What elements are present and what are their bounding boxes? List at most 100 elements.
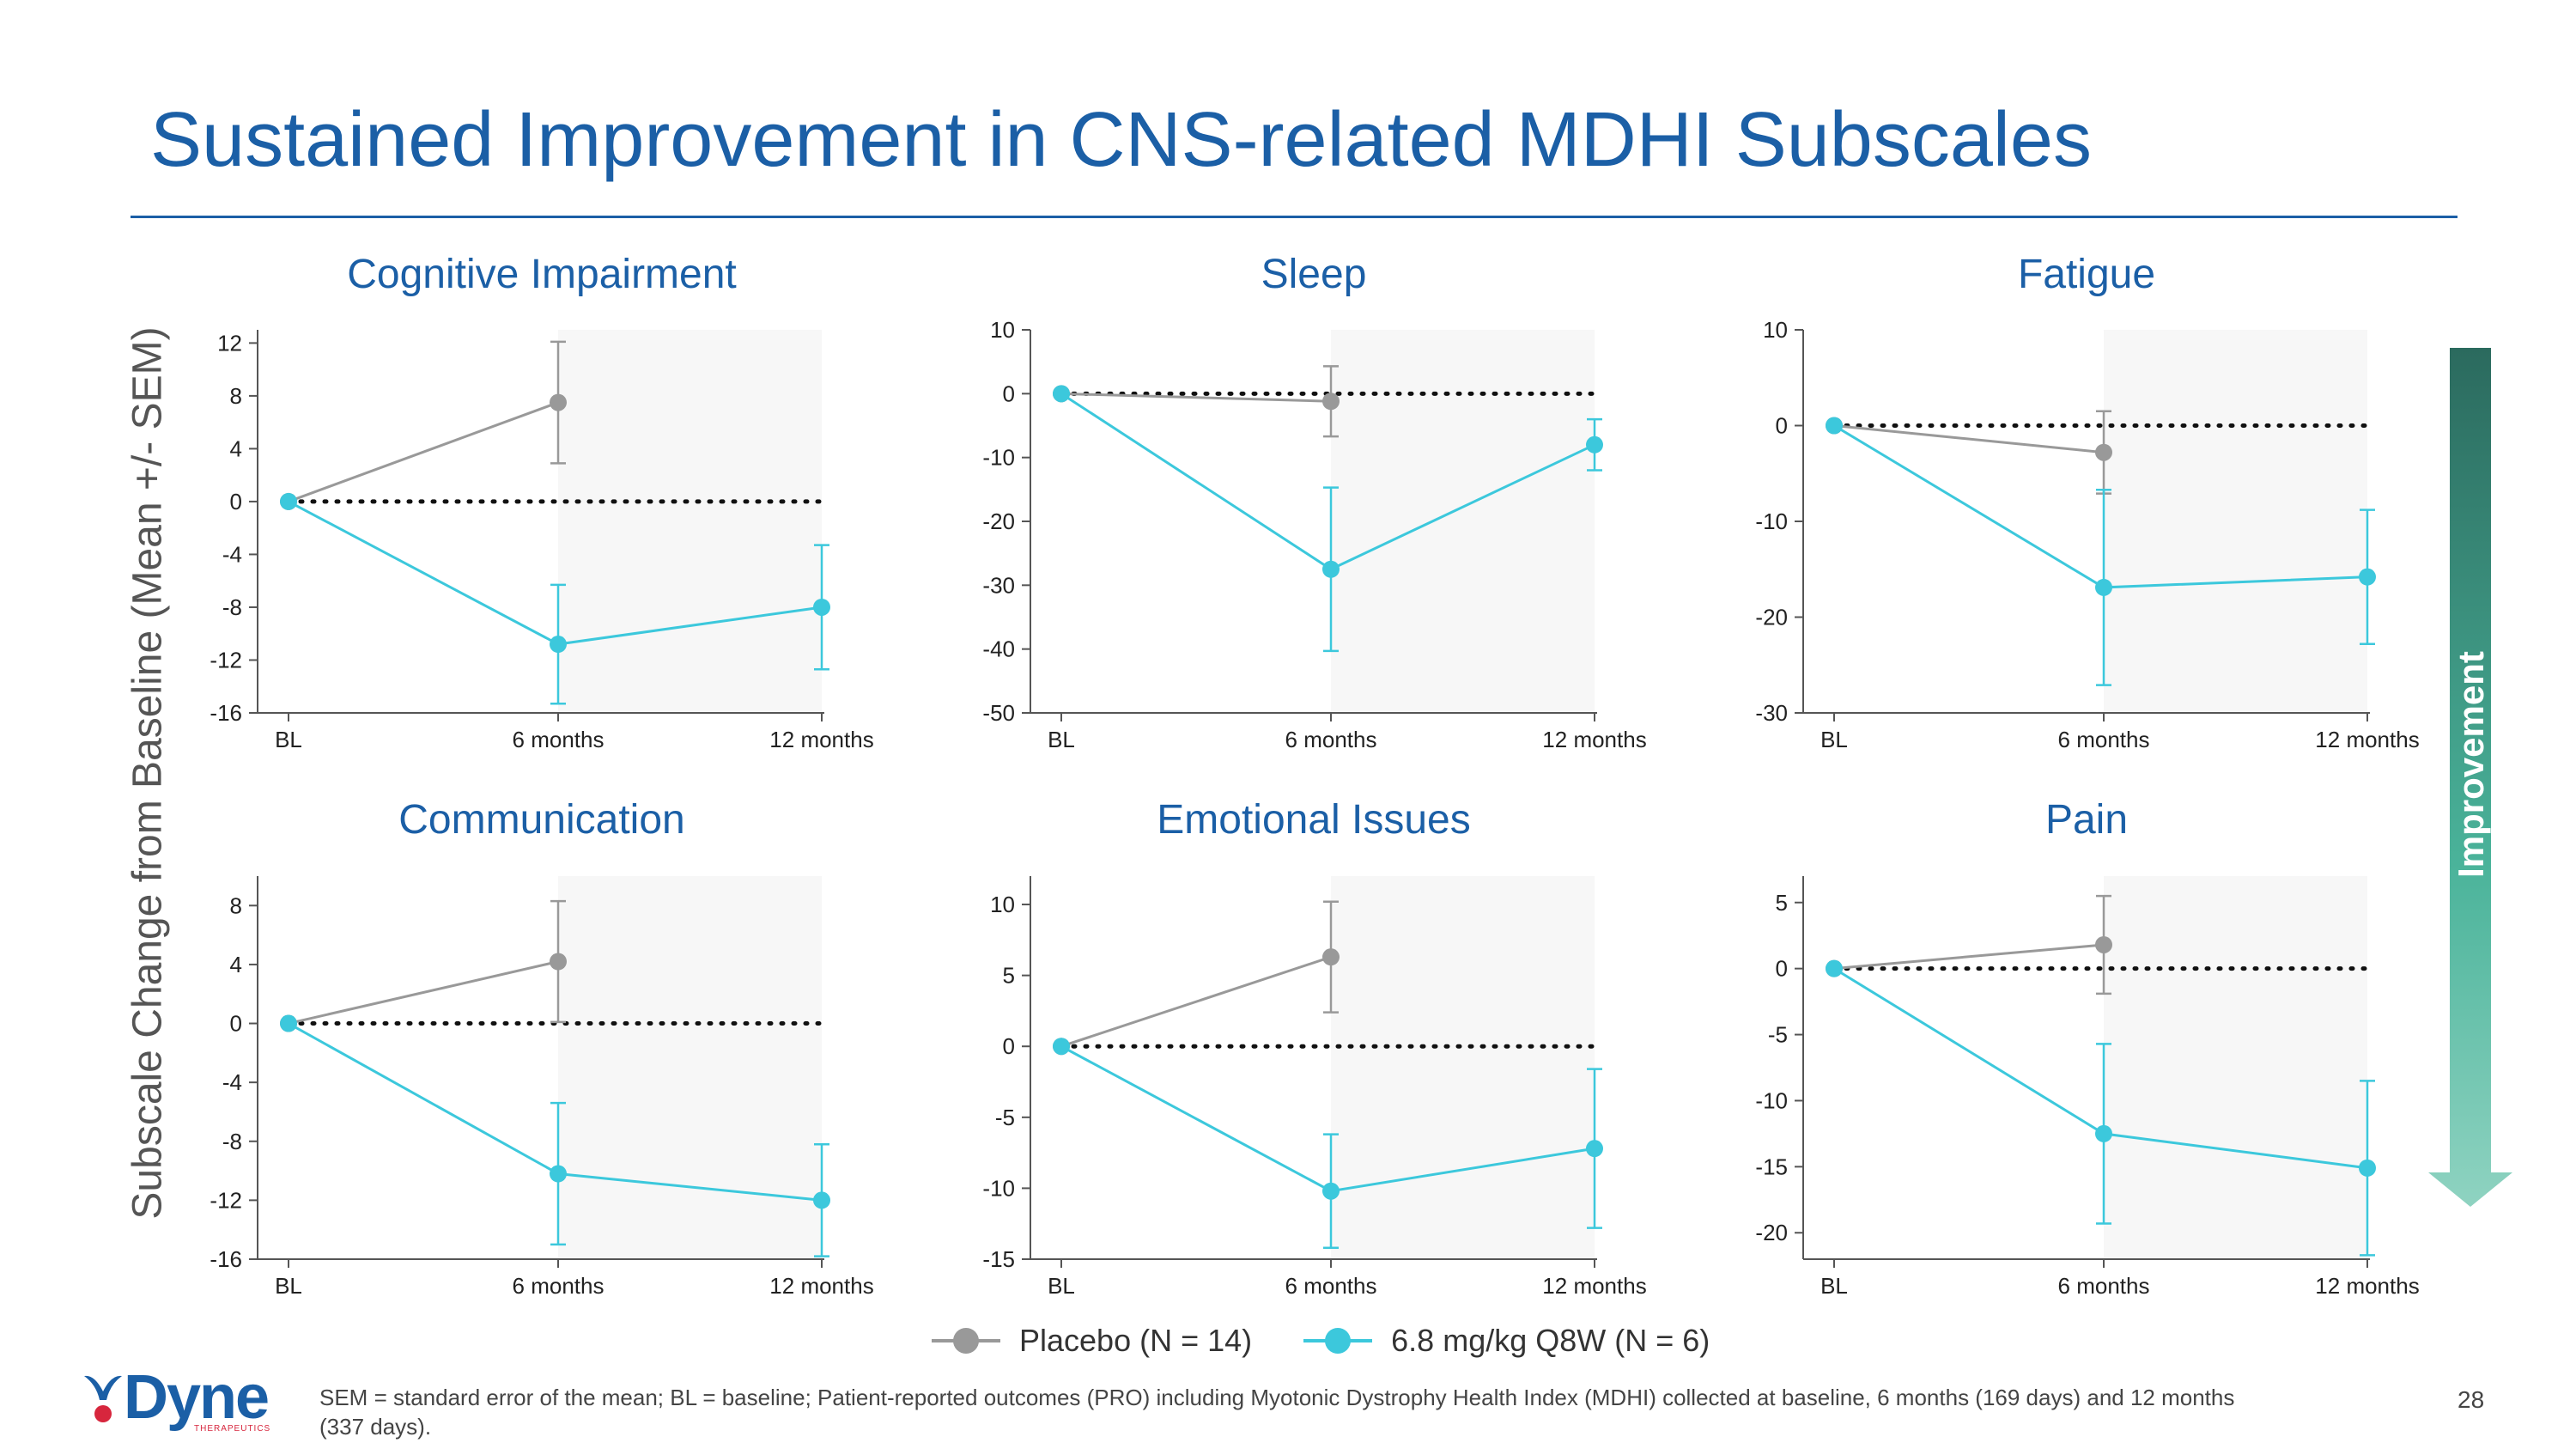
shaded-region [2104,876,2367,1259]
y-tick-label: -4 [222,541,242,567]
chart-2: -30 -20 -10 0 10 BL 6 months 12 months [1755,317,2419,752]
x-tick-label: 6 months [1285,727,1377,752]
data-point-treatment [813,598,830,616]
y-tick-label: -8 [222,1129,242,1154]
panel-title-fatigue: Fatigue [2017,252,2156,297]
page-number: 28 [2458,1386,2485,1413]
y-tick-label: 10 [1763,317,1788,343]
data-point-placebo [1322,393,1340,411]
data-point-treatment [2095,1124,2112,1142]
data-point-placebo [550,953,567,971]
data-point-treatment [813,1191,830,1209]
improvement-label: Improvement [2451,651,2491,878]
x-tick-label: 12 months [1542,1273,1646,1299]
chart-3: -16 -12 -8 -4 0 4 8 BL 6 months 12 months [210,876,874,1299]
y-tick-label: 8 [230,383,242,409]
y-tick-label: 5 [1003,963,1015,989]
data-point-placebo [550,393,567,411]
x-tick-label: BL [1820,727,1848,752]
y-tick-label: -15 [982,1246,1015,1272]
y-tick-label: -50 [982,700,1015,726]
logo-subtext: THERAPEUTICS [194,1424,271,1434]
data-point-treatment [1322,1182,1340,1200]
x-tick-label: BL [1820,1273,1848,1299]
y-tick-label: -10 [982,1175,1015,1201]
logo-mark-icon [84,1375,122,1422]
y-tick-label: -10 [1755,508,1788,534]
data-point-treatment [2095,578,2112,596]
chart-1: -50 -40 -30 -20 -10 0 10 BL 6 months 12 months [982,317,1646,752]
legend-swatch-treatment [1303,1328,1373,1354]
logo-text: Dyne [124,1363,270,1432]
data-point-treatment [550,636,567,654]
y-tick-label: -8 [222,594,242,620]
series-line-placebo [288,960,559,1026]
y-tick-label: 10 [990,317,1015,343]
series-line-placebo [1060,955,1332,1048]
x-tick-label: 12 months [2315,1273,2419,1299]
shaded-region [2104,330,2367,713]
shaded-region [558,876,822,1259]
shaded-region [558,330,822,713]
y-tick-label: -20 [1755,1220,1788,1245]
y-tick-label: -4 [222,1069,242,1095]
data-point-placebo [2095,935,2112,953]
legend: Placebo (N = 14) 6.8 mg/kg Q8W (N = 6) [932,1323,1710,1359]
y-tick-label: 0 [1776,956,1788,982]
data-point-treatment [280,492,297,510]
legend-swatch-placebo [932,1328,1000,1354]
chart-4: -15 -10 -5 0 5 10 BL 6 months 12 months [982,876,1647,1299]
x-tick-label: 12 months [769,1273,873,1299]
series-line-placebo [1833,424,2105,454]
y-tick-label: 0 [230,489,242,514]
panel-title-cognitive-impairment: Cognitive Impairment [347,252,737,297]
x-tick-label: BL [275,1273,302,1299]
legend-item-treatment: 6.8 mg/kg Q8W (N = 6) [1303,1323,1710,1359]
data-point-treatment [1826,417,1843,435]
data-point-placebo [2095,443,2112,461]
data-point-treatment [1586,1140,1603,1158]
y-tick-label: 5 [1776,890,1788,916]
panel-title-pain: Pain [2044,797,2129,843]
y-tick-label: -10 [982,445,1015,471]
y-tick-label: 12 [217,330,242,356]
panel-title-sleep: Sleep [1261,252,1367,297]
data-point-treatment [2359,568,2376,586]
legend-label-treatment: 6.8 mg/kg Q8W (N = 6) [1391,1323,1710,1358]
data-point-treatment [1826,959,1843,977]
y-tick-label: 0 [1776,413,1788,439]
y-tick-label: 0 [230,1011,242,1037]
y-tick-label: -12 [210,1187,242,1213]
y-tick-label: 8 [230,892,242,918]
chart-5: -20 -15 -10 -5 0 5 BL 6 months 12 months [1755,876,2420,1299]
series-line-placebo [1833,943,2105,971]
data-point-treatment [280,1014,297,1032]
data-point-treatment [1053,1038,1070,1056]
dyne-logo: Dyne THERAPEUTICS [82,1363,271,1434]
y-tick-label: -30 [982,572,1015,598]
x-tick-label: 12 months [769,727,873,752]
y-tick-label: -20 [1755,605,1788,630]
improvement-arrow-icon [2428,348,2512,1207]
shaded-region [1331,876,1595,1259]
chart-0: -16 -12 -8 -4 0 4 8 12 BL 6 months 12 months [210,330,874,752]
legend-label-placebo: Placebo (N = 14) [1019,1323,1253,1358]
data-point-treatment [550,1165,567,1183]
y-tick-label: -16 [210,700,242,726]
y-tick-label: 4 [230,435,242,461]
y-tick-label: 0 [1003,1033,1015,1059]
panel-title-emotional-issues: Emotional Issues [1157,797,1471,843]
x-tick-label: 6 months [513,727,605,752]
data-point-treatment [1053,385,1070,403]
title-divider [131,216,2458,218]
y-tick-label: -10 [1755,1087,1788,1113]
y-tick-label: 4 [230,952,242,977]
data-point-treatment [1586,435,1603,454]
y-tick-label: -40 [982,636,1015,662]
data-point-treatment [2359,1159,2376,1177]
y-tick-label: 10 [990,892,1015,917]
x-tick-label: BL [275,727,302,752]
data-point-treatment [1322,560,1340,578]
y-tick-label: -20 [982,508,1015,534]
